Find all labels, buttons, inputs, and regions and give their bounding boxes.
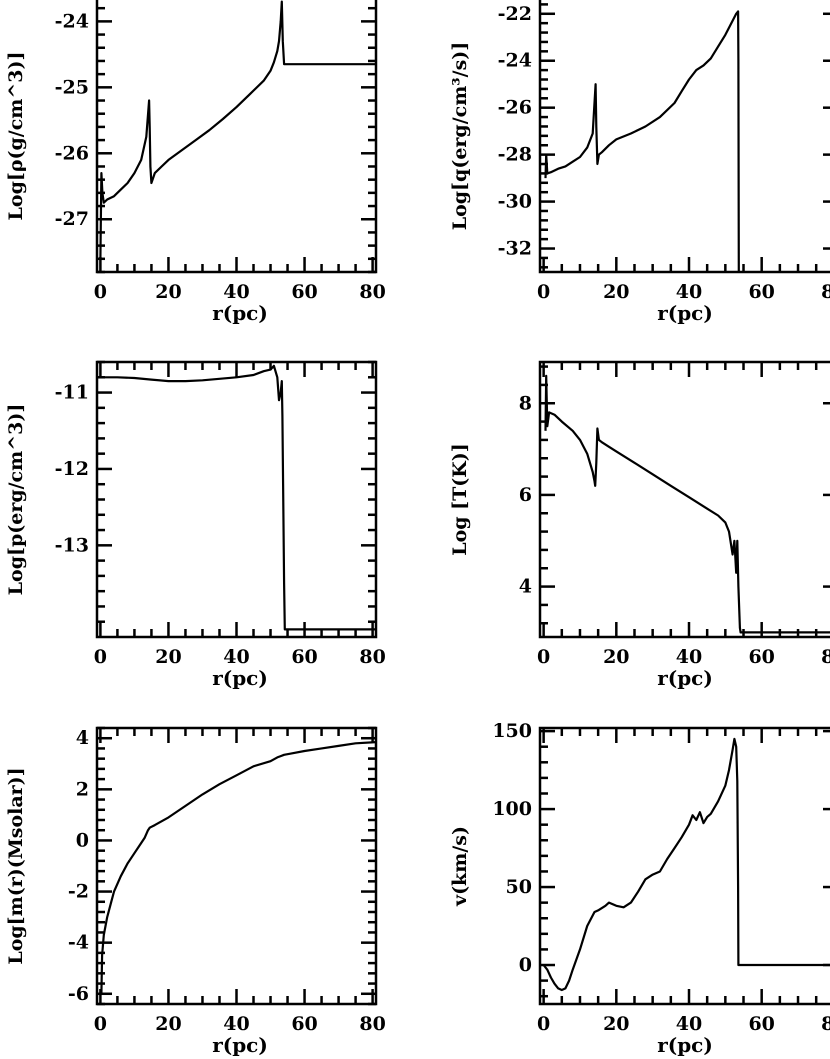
mass-ytick-label: 2: [76, 778, 89, 800]
panel-pressure: 0 20 40 60 80 -13 -12 -11 r(pc) Log[p(erg/cm^3)]: [5, 360, 386, 690]
density-xtick-label: 0: [94, 281, 107, 303]
temperature-ylabel: Log [T(K)]: [449, 443, 471, 556]
density-ylabel: Log[ρ(g/cm^3)]: [5, 52, 27, 221]
temperature-xtick-label: 0: [537, 646, 550, 668]
temperature-xtick-label: 20: [603, 646, 629, 668]
cooling-ytick-label: -22: [498, 3, 532, 25]
density-ytick-label: -25: [55, 76, 89, 98]
velocity-ylabel: v(km/s): [449, 826, 471, 907]
velocity-ytick-label: 0: [519, 954, 532, 976]
density-xtick-label: 40: [223, 281, 249, 303]
mass-ytick-label: -6: [68, 983, 89, 1005]
mass-xlabel: r(pc): [212, 1033, 268, 1057]
mass-xtick-label: 0: [94, 1013, 107, 1035]
velocity-xlabel: r(pc): [657, 1033, 713, 1057]
pressure-xtick-label: 60: [291, 646, 317, 668]
temperature-xtick-label: 80: [821, 646, 830, 668]
cooling-xtick-label: 80: [821, 281, 830, 303]
mass-ytick-label: -4: [68, 932, 89, 954]
pressure-series-line: [100, 364, 376, 631]
cooling-xlabel: r(pc): [657, 301, 713, 325]
velocity-frame: [538, 726, 830, 1006]
cooling-ytick-label: -24: [498, 50, 532, 72]
cooling-ytick-label: -26: [498, 97, 532, 119]
pressure-ytick-label: -13: [55, 534, 89, 556]
mass-xtick-label: 20: [155, 1013, 181, 1035]
mass-xtick-label: 60: [291, 1013, 317, 1035]
temperature-ytick-label: 8: [519, 392, 532, 414]
velocity-ytick-label: 150: [492, 720, 532, 742]
pressure-xtick-label: 0: [94, 646, 107, 668]
density-xtick-label: 60: [291, 281, 317, 303]
density-series-line: [99, 0, 376, 259]
velocity-series-line: [542, 737, 830, 992]
temperature-xtick-label: 40: [676, 646, 702, 668]
cooling-ylabel: Log[q(erg/cm³/s)]: [449, 42, 471, 231]
temperature-xtick-label: 60: [748, 646, 774, 668]
temperature-frame: [538, 360, 830, 639]
temperature-ytick-label: 4: [519, 576, 532, 598]
velocity-ytick-label: 100: [492, 798, 532, 820]
mass-series-line: [100, 741, 376, 994]
pressure-frame: [95, 360, 378, 639]
pressure-xtick-label: 40: [223, 646, 249, 668]
cooling-ytick-label: -32: [498, 238, 532, 260]
pressure-xtick-label: 20: [155, 646, 181, 668]
panel-density: 0 20 40 60 80 -27 -26 -25 -24 r(pc) Log[ρ(g/cm^3)]: [5, 0, 386, 325]
mass-ytick-label: -2: [68, 881, 89, 903]
velocity-xtick-label: 0: [537, 1013, 550, 1035]
panel-mass: 0 20 40 60 80 -6 -4 -2 0 2 4 r(pc) Log[m(r)(Msolar)]: [5, 726, 386, 1057]
density-xlabel: r(pc): [212, 301, 268, 325]
mass-ytick-label: 0: [76, 829, 89, 851]
panel-velocity: 0 20 40 60 80 0 50 100 150 r(pc) v(km/s): [449, 720, 830, 1057]
cooling-ytick-label: -30: [498, 191, 532, 213]
mass-ylabel: Log[m(r)(Msolar)]: [5, 767, 27, 964]
velocity-xtick-label: 40: [676, 1013, 702, 1035]
panel-temperature: 0 20 40 60 80 4 6 8 r(pc) Log [T(K)]: [449, 360, 830, 690]
cooling-xtick-label: 20: [603, 281, 629, 303]
cooling-xtick-label: 0: [537, 281, 550, 303]
velocity-ytick-label: 50: [506, 876, 532, 898]
velocity-xtick-label: 60: [748, 1013, 774, 1035]
temperature-ytick-label: 6: [519, 484, 532, 506]
mass-xtick-label: 40: [223, 1013, 249, 1035]
temperature-xlabel: r(pc): [657, 666, 713, 690]
pressure-ytick-label: -12: [55, 458, 89, 480]
mass-ytick-label: 4: [76, 727, 89, 749]
cooling-frame: [538, 0, 830, 274]
temperature-series-line: [544, 374, 830, 634]
cooling-xtick-label: 40: [676, 281, 702, 303]
mass-xtick-label: 80: [359, 1013, 385, 1035]
pressure-ytick-label: -11: [55, 382, 89, 404]
cooling-ytick-label: -28: [498, 144, 532, 166]
velocity-xtick-label: 80: [821, 1013, 830, 1035]
density-ytick-label: -26: [55, 142, 89, 164]
panel-cooling: 0 20 40 60 80 -32 -30 -28 -26 -24 -22 r(pc) Log[q(er…: [449, 0, 830, 325]
velocity-xtick-label: 20: [603, 1013, 629, 1035]
density-xtick-label: 20: [155, 281, 181, 303]
pressure-ylabel: Log[p(erg/cm^3)]: [5, 404, 27, 596]
density-ytick-label: -24: [55, 10, 89, 32]
pressure-xlabel: r(pc): [212, 666, 268, 690]
density-ytick-label: -27: [55, 208, 89, 230]
cooling-series-line: [544, 10, 740, 272]
cooling-xtick-label: 60: [748, 281, 774, 303]
mass-frame: [95, 726, 378, 1006]
density-frame: [95, 0, 378, 274]
pressure-xtick-label: 80: [359, 646, 385, 668]
density-xtick-label: 80: [359, 281, 385, 303]
